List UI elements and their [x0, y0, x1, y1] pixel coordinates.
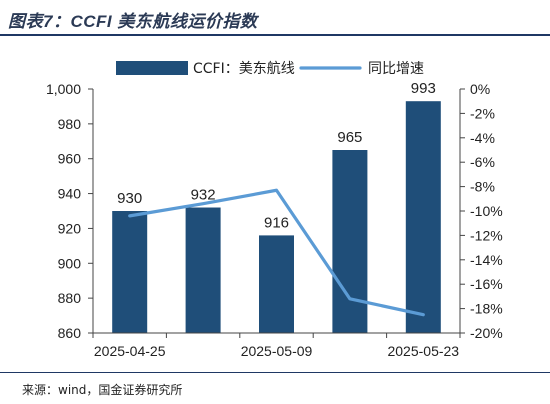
right-tick-label: -16% [470, 276, 503, 292]
right-tick-label: -10% [470, 203, 503, 219]
x-tick-label: 2025-05-09 [241, 343, 313, 359]
data-label: 930 [117, 190, 142, 207]
right-tick-label: -14% [470, 252, 503, 268]
title-divider [0, 34, 550, 36]
legend-line-label: 同比增速 [368, 61, 424, 77]
x-tick-label: 2025-05-23 [387, 343, 459, 359]
left-tick-label: 900 [58, 255, 82, 271]
x-tick-label: 2025-04-25 [94, 343, 166, 359]
left-tick-label: 940 [58, 186, 82, 202]
bar [332, 150, 368, 333]
left-tick-label: 1,000 [46, 81, 81, 97]
bar [259, 235, 294, 333]
line-series [128, 188, 425, 317]
right-tick-label: -8% [470, 179, 495, 195]
left-tick-label: 880 [58, 290, 82, 306]
data-label: 916 [264, 214, 289, 231]
figure-title: 图表7：CCFI 美东航线运价指数 [8, 12, 258, 31]
bar [112, 211, 148, 333]
right-tick-label: -6% [470, 154, 495, 170]
chart-area: CCFI：美东航线 同比增速 860 880 900 920 940 960 980 1,000… [46, 61, 503, 359]
data-labels: 930 932 916 965 993 [117, 80, 436, 231]
bar-series [112, 101, 441, 333]
right-tick-label: -2% [470, 105, 495, 121]
right-tick-label: -4% [470, 130, 495, 146]
legend-bar-swatch [116, 61, 188, 75]
data-label: 993 [411, 80, 436, 97]
right-tick-label: 0% [470, 81, 490, 97]
right-tick-label: -18% [470, 301, 503, 317]
source-note: 来源：wind，国金证券研究所 [22, 383, 183, 397]
data-label: 932 [191, 187, 216, 204]
bar [405, 101, 441, 333]
right-tick-label: -20% [470, 325, 503, 341]
chart-legend: CCFI：美东航线 同比增速 [116, 61, 424, 77]
footer-divider [0, 372, 550, 373]
left-tick-label: 980 [58, 116, 82, 132]
chart-axes: 860 880 900 920 940 960 980 1,000 0% -2% -4% -6% -8%… [46, 81, 503, 359]
data-label: 965 [337, 129, 362, 146]
bar [185, 207, 221, 333]
right-tick-label: -12% [470, 227, 503, 243]
left-tick-label: 920 [58, 220, 82, 236]
legend-bar-label: CCFI：美东航线 [193, 61, 295, 77]
left-tick-label: 960 [58, 151, 82, 167]
left-tick-label: 860 [58, 325, 82, 341]
yoy-growth-line [128, 188, 425, 317]
